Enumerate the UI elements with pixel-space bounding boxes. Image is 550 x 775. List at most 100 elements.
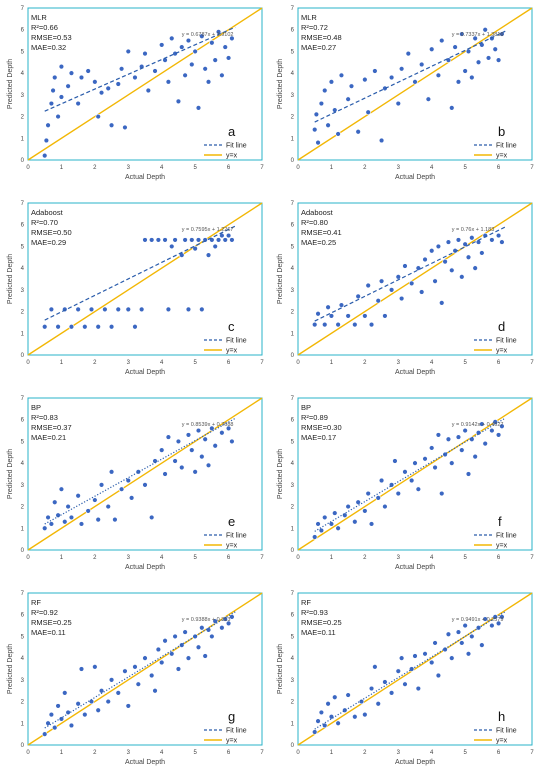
data-point [169,243,175,250]
data-point [132,74,138,81]
mae-value: MAE=0.11 [31,628,66,637]
data-point [332,694,338,700]
data-point [118,66,125,72]
data-point [398,66,405,72]
data-point [95,707,101,713]
data-point [52,724,58,731]
x-tick-label: 3 [127,750,131,756]
y-tick-label: 4 [21,656,25,662]
data-point [335,131,341,137]
data-point [155,646,162,653]
mae-value: MAE=0.25 [301,238,336,247]
data-point [495,432,502,438]
panel-letter: g [228,709,235,724]
data-point [442,646,448,653]
x-tick-label: 6 [227,360,231,366]
data-point [325,122,331,128]
legend-identity-label: y=x [496,543,508,550]
data-point [128,495,135,501]
x-tick-label: 7 [530,360,534,366]
model-name: BP [301,403,311,412]
y-tick-label: 1 [291,331,295,337]
data-point [175,438,182,445]
legend-fit-label: Fit line [496,728,517,735]
y-tick-label: 0 [21,353,25,359]
x-tick-label: 5 [193,555,197,561]
r2-value: R²=0.92 [31,608,58,617]
data-point [68,324,75,330]
data-point [405,50,412,57]
data-point [225,425,232,432]
data-point [499,239,505,245]
identity-line [27,7,263,161]
data-point [219,72,225,79]
y-tick-label: 5 [21,439,25,445]
data-point [445,239,452,245]
legend-fit-label: Fit line [226,338,247,345]
x-tick-label: 4 [430,360,434,366]
mae-value: MAE=0.27 [301,43,336,52]
data-point [48,521,55,527]
data-point [142,237,148,243]
data-point [58,94,65,100]
data-point [148,237,155,243]
y-tick-label: 3 [291,678,295,684]
data-point [352,321,358,328]
y-tick-label: 5 [291,244,295,250]
data-point [489,622,495,629]
data-point [462,622,468,629]
data-point [482,616,488,622]
data-point [395,668,401,674]
data-point [65,83,71,89]
data-point [395,490,401,497]
x-axis-title: Actual Depth [395,564,435,571]
r2-value: R²=0.89 [301,413,328,422]
data-point [435,432,442,438]
x-tick-label: 4 [160,360,164,366]
data-point [45,720,51,726]
y-tick-label: 1 [21,526,25,532]
data-point [162,237,168,243]
data-point [435,243,442,250]
data-point [432,640,438,646]
data-point [98,482,105,488]
data-point [179,464,185,471]
x-tick-label: 1 [330,750,334,756]
data-point [439,490,445,497]
data-point [465,254,472,260]
data-point [75,306,81,313]
y-tick-label: 6 [21,418,25,424]
chart-panel-f: 0 1 2 3 4 5 6 7 0 1 2 3 4 5 6 7 Actual Depth Predicted De… [277,396,534,571]
data-point [325,701,331,707]
data-point [368,521,375,527]
data-point [212,243,218,250]
fit-line [44,26,236,112]
data-point [182,629,188,635]
data-point [62,519,68,525]
data-point [219,430,225,436]
data-point [472,453,478,460]
mae-value: MAE=0.17 [301,433,336,442]
data-point [115,81,121,87]
y-tick-label: 2 [291,310,295,316]
data-point [43,137,50,144]
y-axis-title: Predicted Depth [7,59,14,109]
data-point [322,87,328,94]
data-point [48,306,55,313]
y-axis-title: Predicted Depth [7,644,14,694]
x-tick-label: 1 [60,750,64,756]
y-tick-label: 7 [21,396,25,402]
data-point [78,74,85,81]
x-tick-label: 4 [160,555,164,561]
data-point [485,55,492,61]
x-tick-label: 0 [296,555,300,561]
y-tick-label: 7 [291,591,295,597]
x-tick-label: 4 [160,165,164,171]
data-point [415,685,422,692]
data-point [318,527,325,534]
data-point [395,274,401,280]
data-point [475,430,482,436]
chart-panel-g: 0 1 2 3 4 5 6 7 0 1 2 3 4 5 6 7 Actual Depth Predicted De… [7,591,264,766]
data-point [165,79,172,85]
data-point [462,241,468,247]
